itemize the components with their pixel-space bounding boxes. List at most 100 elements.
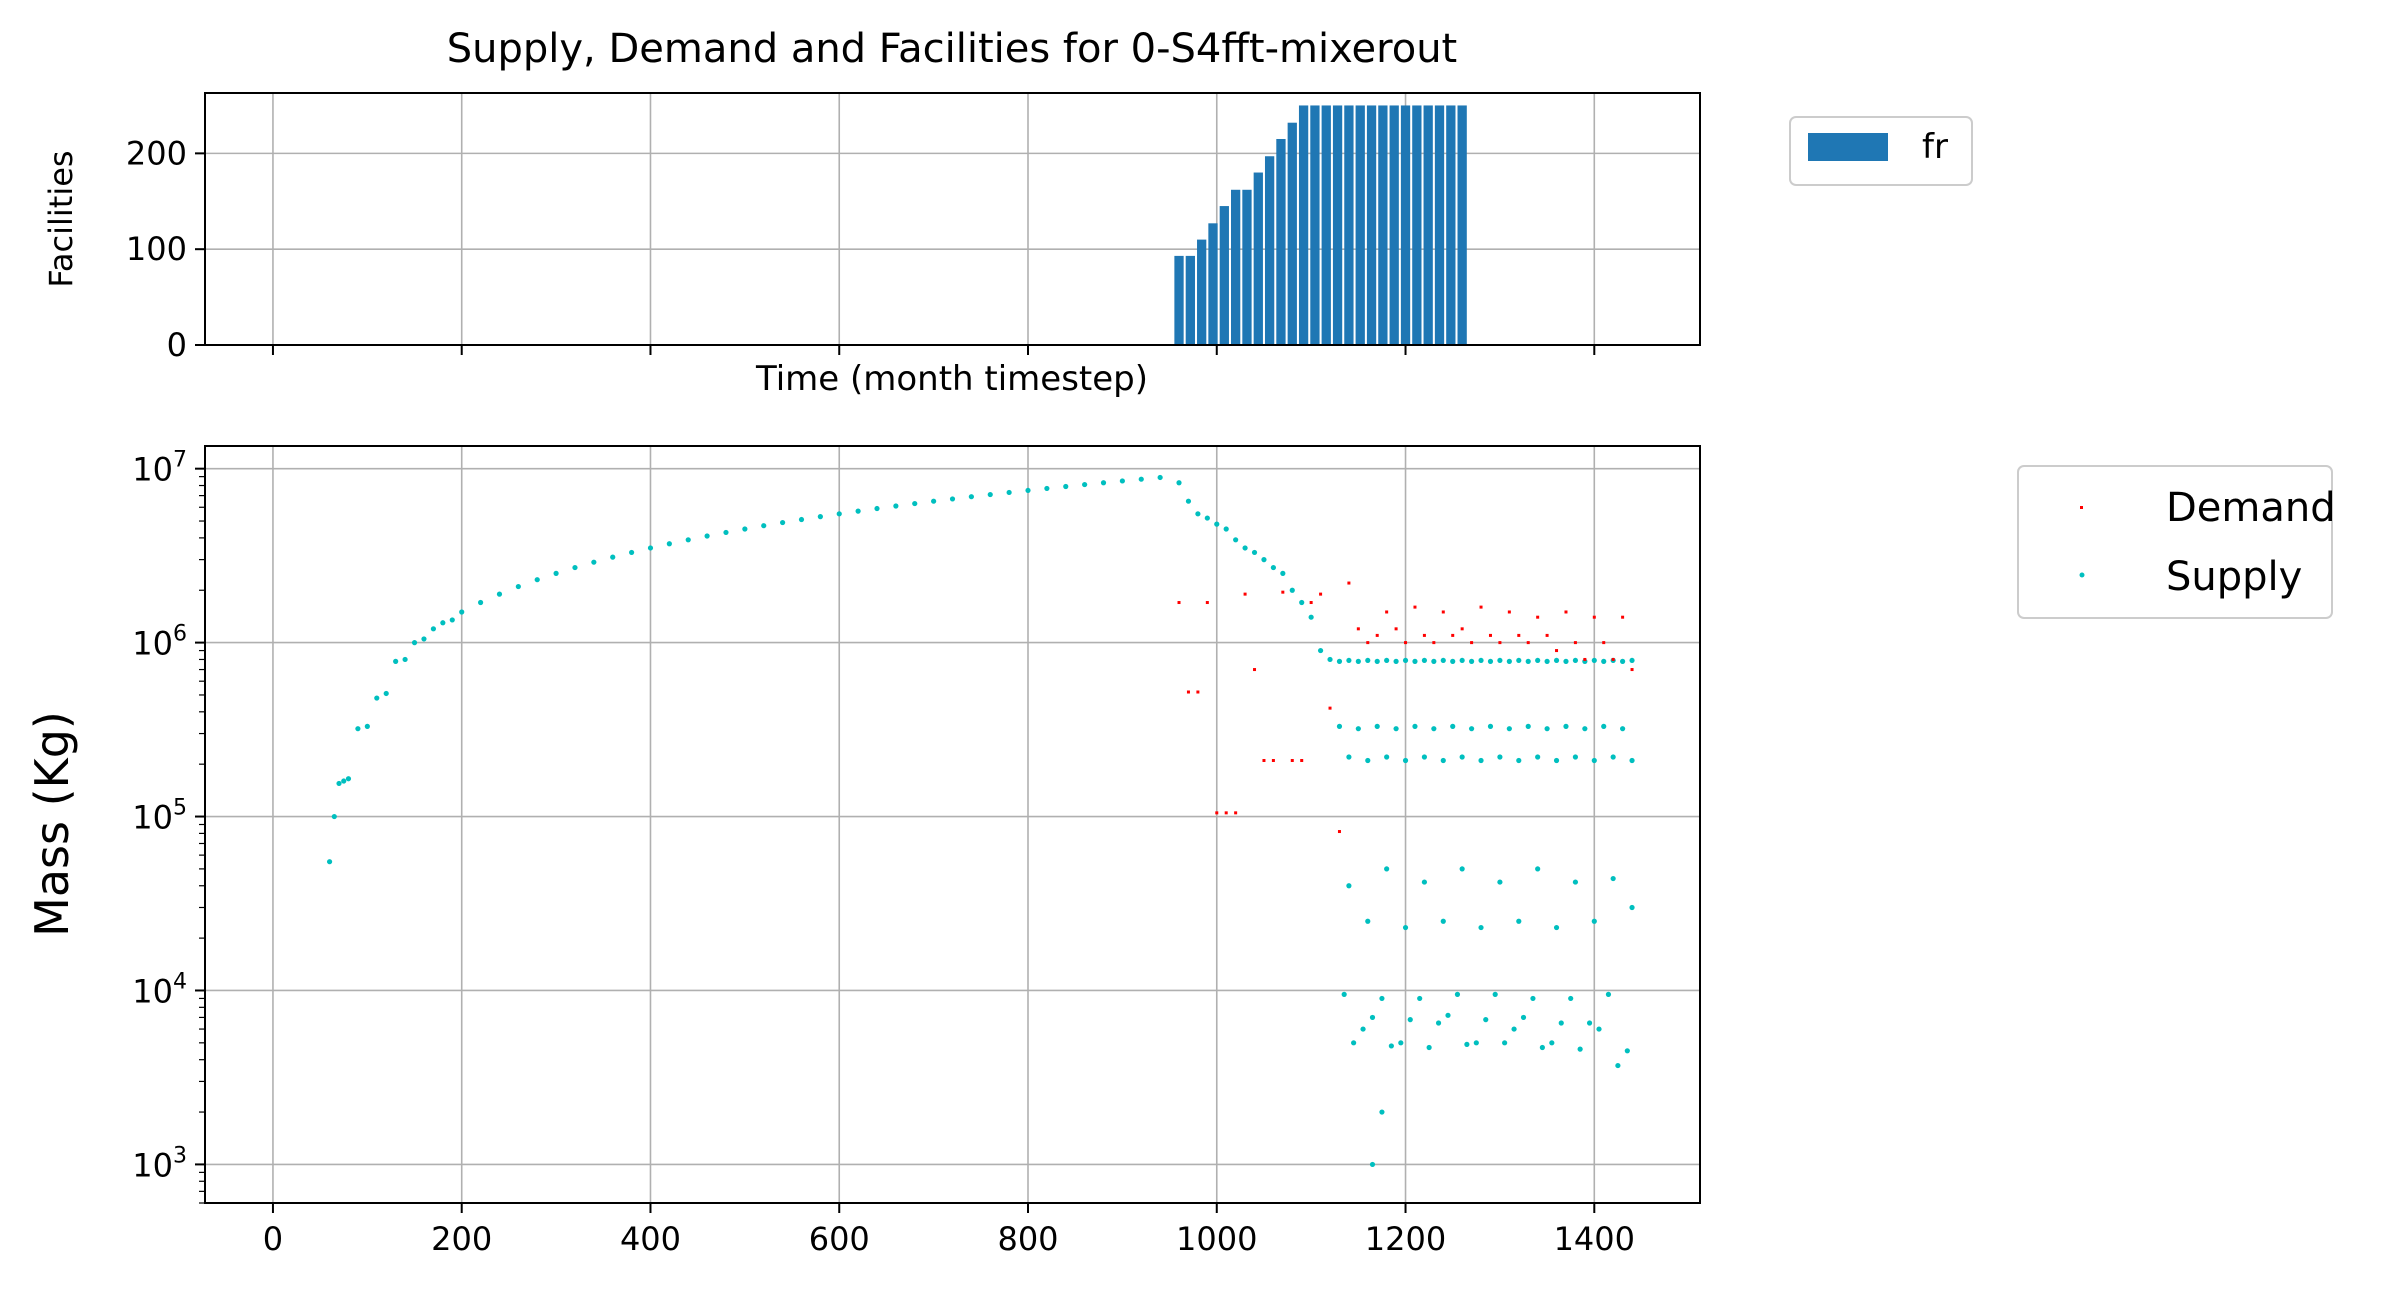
supply-point bbox=[1586, 1020, 1593, 1026]
supply-point bbox=[1591, 657, 1597, 664]
mass-y-tick-label: 106 bbox=[132, 622, 187, 663]
supply-point bbox=[780, 519, 786, 526]
supply-point bbox=[1591, 918, 1597, 924]
demand-point bbox=[1432, 641, 1436, 645]
supply-point bbox=[1459, 657, 1465, 664]
supply-point bbox=[1421, 879, 1428, 885]
supply-point bbox=[1468, 726, 1475, 732]
facilities-bar bbox=[1423, 105, 1433, 346]
demand-point bbox=[1555, 649, 1559, 653]
supply-point bbox=[1412, 723, 1418, 729]
supply-point bbox=[1365, 757, 1371, 764]
supply-point bbox=[1063, 483, 1069, 490]
supply-point bbox=[341, 778, 347, 784]
facilities-y-axis-label: Facilities bbox=[42, 150, 80, 287]
supply-point bbox=[1393, 658, 1399, 664]
demand-point bbox=[1611, 657, 1615, 661]
supply-point bbox=[893, 503, 899, 509]
supply-point bbox=[421, 636, 427, 642]
supply-point bbox=[1492, 991, 1498, 997]
supply-point bbox=[1454, 991, 1461, 997]
mass-x-tick-label: 600 bbox=[809, 1220, 870, 1258]
supply-point bbox=[477, 599, 484, 606]
supply-point bbox=[1506, 658, 1512, 664]
demand-point bbox=[1224, 811, 1228, 815]
legend-label-supply: Supply bbox=[2166, 554, 2302, 600]
chart-title: Supply, Demand and Facilities for 0-S4ff… bbox=[447, 26, 1458, 72]
demand-point bbox=[1253, 668, 1257, 672]
facilities-bar bbox=[1366, 105, 1377, 346]
supply-point bbox=[1591, 757, 1597, 764]
demand-point bbox=[1630, 668, 1634, 672]
supply-point bbox=[1605, 991, 1612, 997]
supply-point bbox=[1440, 657, 1446, 664]
supply-point bbox=[326, 859, 333, 865]
demand-point bbox=[1460, 627, 1464, 631]
supply-point bbox=[798, 516, 805, 523]
supply-point bbox=[1464, 1041, 1470, 1047]
supply-point bbox=[704, 533, 710, 539]
facilities-bar bbox=[1231, 189, 1241, 345]
facilities-y-tick-label: 200 bbox=[126, 134, 187, 172]
supply-point bbox=[931, 498, 937, 504]
supply-point bbox=[1572, 754, 1579, 760]
demand-point bbox=[1271, 758, 1275, 762]
supply-point bbox=[1223, 526, 1229, 532]
supply-point bbox=[1440, 918, 1446, 924]
demand-point bbox=[1262, 758, 1266, 762]
supply-point bbox=[355, 726, 361, 732]
supply-point bbox=[1025, 487, 1031, 494]
supply-point bbox=[987, 491, 993, 498]
facilities-bar bbox=[1276, 138, 1286, 345]
supply-point bbox=[374, 695, 380, 701]
supply-point bbox=[1407, 1017, 1413, 1023]
legend-marker-demand bbox=[2080, 506, 2083, 509]
supply-point bbox=[1195, 511, 1201, 517]
demand-point bbox=[1196, 690, 1200, 694]
supply-point bbox=[1525, 723, 1531, 729]
supply-point bbox=[1516, 918, 1522, 924]
supply-point bbox=[1412, 658, 1418, 664]
demand-point bbox=[1309, 601, 1313, 605]
demand-point bbox=[1234, 811, 1238, 815]
facilities-y-tick-label: 100 bbox=[126, 230, 187, 268]
demand-point bbox=[1337, 830, 1341, 834]
supply-point bbox=[1516, 757, 1522, 764]
demand-point bbox=[1451, 633, 1455, 637]
supply-point bbox=[1100, 480, 1107, 486]
facilities-bar bbox=[1298, 105, 1309, 346]
legend-label-demand: Demand bbox=[2166, 485, 2336, 531]
facilities-bar bbox=[1344, 105, 1354, 346]
supply-point bbox=[1355, 658, 1361, 664]
supply-point bbox=[1610, 754, 1616, 760]
demand-point bbox=[1215, 811, 1219, 815]
supply-point bbox=[968, 494, 974, 500]
supply-point bbox=[1620, 726, 1626, 732]
facilities-bar bbox=[1400, 105, 1411, 346]
demand-point bbox=[1564, 610, 1568, 614]
supply-point bbox=[1421, 657, 1428, 664]
supply-point bbox=[1289, 587, 1295, 593]
demand-point bbox=[1328, 706, 1332, 710]
supply-point bbox=[1374, 723, 1380, 729]
supply-point bbox=[1360, 1026, 1366, 1032]
demand-point bbox=[1545, 633, 1549, 637]
mass-x-tick-label: 1000 bbox=[1176, 1220, 1257, 1258]
supply-point bbox=[1497, 879, 1503, 885]
supply-point bbox=[1544, 726, 1550, 732]
demand-point bbox=[1404, 641, 1408, 645]
demand-point bbox=[1507, 610, 1511, 614]
supply-point bbox=[1261, 557, 1267, 563]
supply-point bbox=[1379, 995, 1385, 1002]
supply-point bbox=[1270, 564, 1276, 571]
supply-point bbox=[817, 514, 823, 520]
supply-point bbox=[1572, 879, 1579, 885]
supply-point bbox=[1539, 1044, 1545, 1051]
supply-point bbox=[1327, 656, 1333, 663]
supply-point bbox=[1506, 726, 1512, 732]
facilities-bar bbox=[1219, 206, 1229, 345]
facilities-bar bbox=[1446, 105, 1456, 346]
supply-point bbox=[1511, 1026, 1517, 1032]
demand-point bbox=[1319, 592, 1323, 596]
